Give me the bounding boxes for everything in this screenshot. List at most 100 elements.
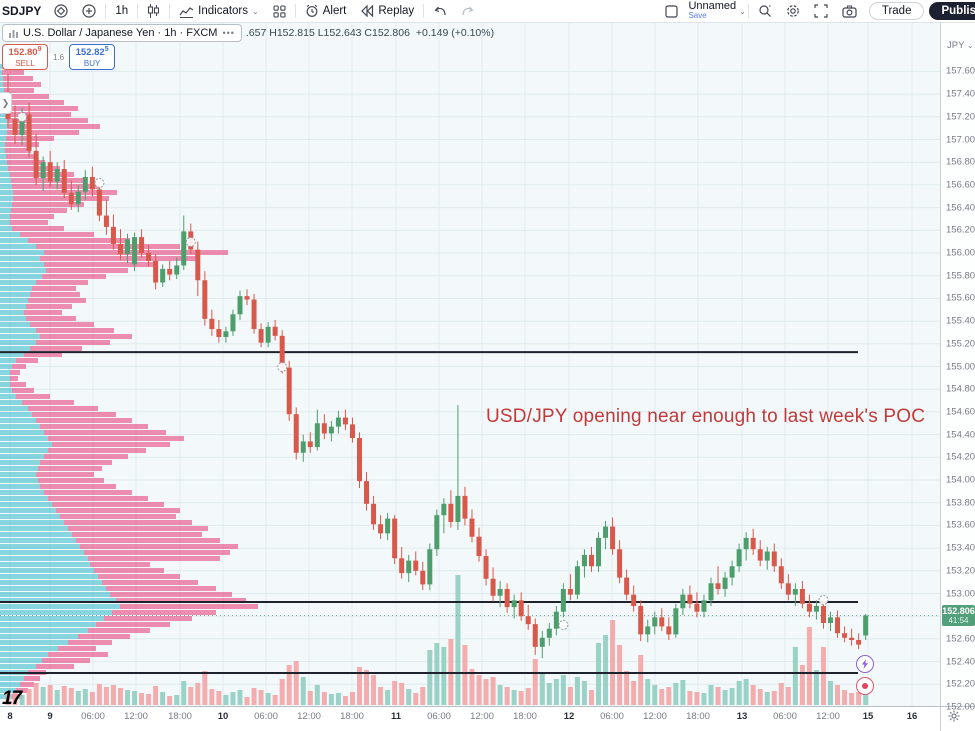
symbol-title: U.S. Dollar / Japanese Yen · 1h · FXCM xyxy=(23,27,218,39)
settings-gear-icon[interactable] xyxy=(779,4,807,18)
time-label: 06:00 xyxy=(427,711,451,722)
time-label: 12:00 xyxy=(470,711,494,722)
price-label: 156.400 xyxy=(946,202,975,214)
time-label: 13 xyxy=(736,711,748,722)
price-label: 157.200 xyxy=(946,111,975,123)
time-label: 12:00 xyxy=(643,711,667,722)
candle-marker-icon xyxy=(277,362,288,372)
price-label: 157.600 xyxy=(946,65,975,77)
replay-button[interactable]: Replay xyxy=(353,0,421,22)
price-label: 156.800 xyxy=(946,156,975,168)
currency-selector[interactable]: JPY ⌄ xyxy=(947,40,974,51)
candle-marker-icon xyxy=(17,112,28,122)
redo-icon[interactable] xyxy=(454,0,482,22)
price-label: 153.800 xyxy=(946,497,975,509)
time-label: 9 xyxy=(47,711,53,722)
fullscreen-icon[interactable] xyxy=(807,4,835,18)
price-label: 154.800 xyxy=(946,383,975,395)
buy-button[interactable]: 152.825 BUY xyxy=(69,44,116,70)
bolt-glyph xyxy=(862,659,868,669)
time-label: 18:00 xyxy=(168,711,192,722)
time-label: 06:00 xyxy=(254,711,278,722)
price-label: 155.400 xyxy=(946,315,975,327)
snapshot-camera-icon[interactable] xyxy=(835,5,864,18)
publish-button[interactable]: Publish xyxy=(929,2,975,20)
price-label: 154.000 xyxy=(946,474,975,486)
price-label: 154.600 xyxy=(946,406,975,418)
time-label: 18:00 xyxy=(686,711,710,722)
price-label: 153.600 xyxy=(946,519,975,531)
layout-name[interactable]: Unnamed Save xyxy=(688,0,737,21)
price-label: 154.400 xyxy=(946,429,975,441)
sell-label: SELL xyxy=(15,59,35,69)
price-label: 155.000 xyxy=(946,361,975,372)
record-icon[interactable] xyxy=(856,677,874,695)
price-label: 152.000 xyxy=(946,701,975,713)
trade-button[interactable]: Trade xyxy=(868,2,925,20)
time-label: 10 xyxy=(217,711,229,722)
time-label: 16 xyxy=(906,711,918,722)
price-label: 156.000 xyxy=(946,247,975,259)
save-link[interactable]: Save xyxy=(688,11,707,20)
price-label: 154.200 xyxy=(946,451,975,463)
lightning-icon[interactable] xyxy=(856,655,874,673)
chart-style-button[interactable] xyxy=(140,0,167,22)
price-label: 156.600 xyxy=(946,179,975,191)
time-label: 15 xyxy=(862,711,874,722)
price-label: 157.400 xyxy=(946,88,975,100)
bars-icon xyxy=(9,29,18,38)
price-label: 152.200 xyxy=(946,678,975,690)
indicators-button[interactable]: Indicators ⌄ xyxy=(172,0,266,22)
time-label: 06:00 xyxy=(600,711,624,722)
alert-button[interactable]: Alert xyxy=(298,0,354,22)
time-label: 12:00 xyxy=(124,711,148,722)
candle-marker-icon xyxy=(818,595,829,605)
price-label: 155.800 xyxy=(946,270,975,282)
indicator-templates-button[interactable] xyxy=(266,0,293,22)
bar-countdown: 41:54 xyxy=(948,615,969,625)
time-axis[interactable]: 8 9 06:00 12:00 18:00 10 06:00 12:00 18:00 11 06:0… xyxy=(0,706,975,731)
price-axis[interactable]: JPY ⌄ 157.600 157.400 157.200 157.000 156.80… xyxy=(940,22,975,713)
quick-search-icon[interactable] xyxy=(751,4,779,18)
price-label: 152.400 xyxy=(946,656,975,668)
candle-marker-icon xyxy=(558,620,569,630)
chart-annotation-text[interactable]: USD/JPY opening near enough to last week… xyxy=(486,406,926,427)
price-label: 157.000 xyxy=(946,134,975,145)
layout-chevron-icon[interactable]: ⌄ xyxy=(739,6,746,16)
sell-button[interactable]: 152.809 SELL xyxy=(2,44,48,70)
more-options-icon[interactable]: ••• xyxy=(222,28,235,38)
time-label: 8 xyxy=(7,711,13,722)
time-label: 12 xyxy=(563,711,575,722)
symbol-row: U.S. Dollar / Japanese Yen · 1h · FXCM •… xyxy=(2,24,494,42)
price-label: 153.000 xyxy=(946,588,975,599)
time-label: 06:00 xyxy=(81,711,105,722)
price-label: 155.600 xyxy=(946,292,975,304)
undo-icon[interactable] xyxy=(426,0,454,22)
candle-marker-icon xyxy=(94,178,105,188)
record-dot xyxy=(862,683,868,689)
show-toolbar-chevron-icon[interactable]: ❯ xyxy=(0,92,12,114)
spread-value: 1.6 xyxy=(49,52,69,62)
time-label: 06:00 xyxy=(773,711,797,722)
logo-watermark: 17 xyxy=(2,688,22,709)
price-label: 155.200 xyxy=(946,338,975,350)
top-toolbar: SDJPY 1h Indicators ⌄ xyxy=(0,0,975,23)
price-label: 156.200 xyxy=(946,224,975,236)
chart-background xyxy=(0,22,940,706)
symbol-search-button[interactable]: SDJPY xyxy=(2,4,42,18)
ohlc-values: .657 H152.815 L152.643 C152.806 +0.149 (… xyxy=(246,27,494,39)
change-text: +0.149 (+0.10%) xyxy=(415,27,495,39)
last-price: 152.806 xyxy=(942,605,975,616)
compare-add-button[interactable] xyxy=(75,0,103,22)
time-label: 11 xyxy=(390,711,402,722)
layout-checkbox-icon[interactable] xyxy=(658,4,685,18)
interval-button[interactable]: 1h xyxy=(115,5,129,17)
symbol-legend[interactable]: U.S. Dollar / Japanese Yen · 1h · FXCM •… xyxy=(2,24,242,42)
price-label: 153.400 xyxy=(946,542,975,554)
buy-label: BUY xyxy=(83,59,101,69)
time-label: 12:00 xyxy=(297,711,321,722)
axis-settings-gear-icon[interactable] xyxy=(948,709,960,727)
